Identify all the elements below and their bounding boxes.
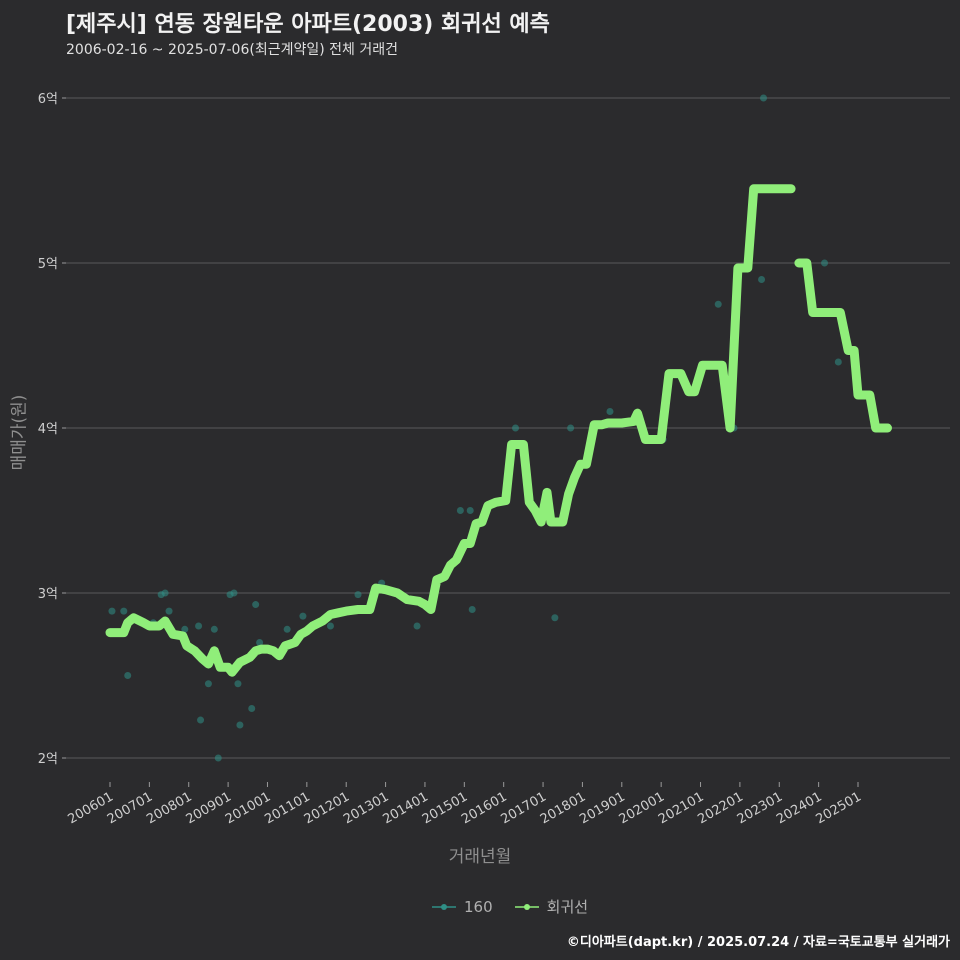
y-tick-label: 5억 (38, 257, 58, 272)
data-point (714, 300, 722, 308)
legend-item-points[interactable]: 160 (432, 898, 493, 916)
regression-line (105, 184, 892, 677)
data-point (197, 716, 205, 724)
data-point (120, 607, 128, 615)
data-point (214, 754, 222, 762)
data-point (283, 625, 291, 633)
chart-subtitle: 2006-02-16 ~ 2025-07-06(최근계약일) 전체 거래건 (66, 42, 398, 58)
legend-points-swatch (432, 903, 456, 910)
data-point (108, 607, 116, 615)
y-tick-label: 4억 (38, 422, 58, 437)
x-tick-label: 202501 (814, 789, 864, 827)
data-point (248, 705, 256, 712)
regression-segment (794, 258, 892, 433)
data-point (834, 358, 842, 366)
data-point (758, 276, 766, 283)
data-point (326, 622, 334, 630)
data-point (165, 607, 173, 615)
data-point (511, 424, 519, 432)
y-tick-label: 6억 (38, 92, 58, 107)
x-axis-ticks: 2006012007012008012009012010012011012012… (66, 782, 864, 827)
data-point (413, 622, 421, 630)
data-point (204, 680, 212, 688)
data-point (567, 424, 575, 432)
regression-segment (105, 184, 796, 677)
data-point (161, 589, 169, 597)
x-axis-label: 거래년월 (448, 847, 512, 867)
source-footer: ©디아파트(dapt.kr) / 2025.07.24 / 자료=국토교통부 실… (566, 935, 950, 950)
data-point (124, 672, 132, 679)
data-point (236, 721, 244, 729)
y-axis-ticks: 2억 3억 4억 5억 6억 (38, 92, 66, 767)
y-axis-label: 매매가(원) (9, 394, 30, 471)
data-point (299, 612, 307, 620)
data-point (230, 589, 238, 597)
y-tick-label: 2억 (38, 752, 58, 767)
data-point (252, 601, 260, 609)
data-point (234, 680, 242, 688)
data-point (456, 507, 464, 514)
data-point (256, 639, 264, 646)
legend-label-trend: 회귀선 (546, 898, 589, 916)
data-point (210, 625, 218, 633)
chart-title: [제주시] 연동 장원타운 아파트(2003) 회귀선 예측 (66, 12, 550, 37)
data-point (468, 606, 476, 613)
legend-trend-swatch (514, 903, 539, 910)
data-point (195, 622, 203, 630)
data-point (466, 507, 474, 514)
legend-label-points: 160 (464, 897, 493, 916)
data-point (181, 625, 189, 633)
y-tick-label: 3억 (38, 587, 58, 602)
data-point (551, 614, 559, 622)
data-point (760, 94, 768, 102)
data-point (354, 591, 362, 599)
data-point (821, 259, 829, 267)
legend: 160 회귀선 (432, 896, 610, 917)
data-point (606, 408, 614, 415)
legend-item-trend[interactable]: 회귀선 (514, 896, 589, 917)
